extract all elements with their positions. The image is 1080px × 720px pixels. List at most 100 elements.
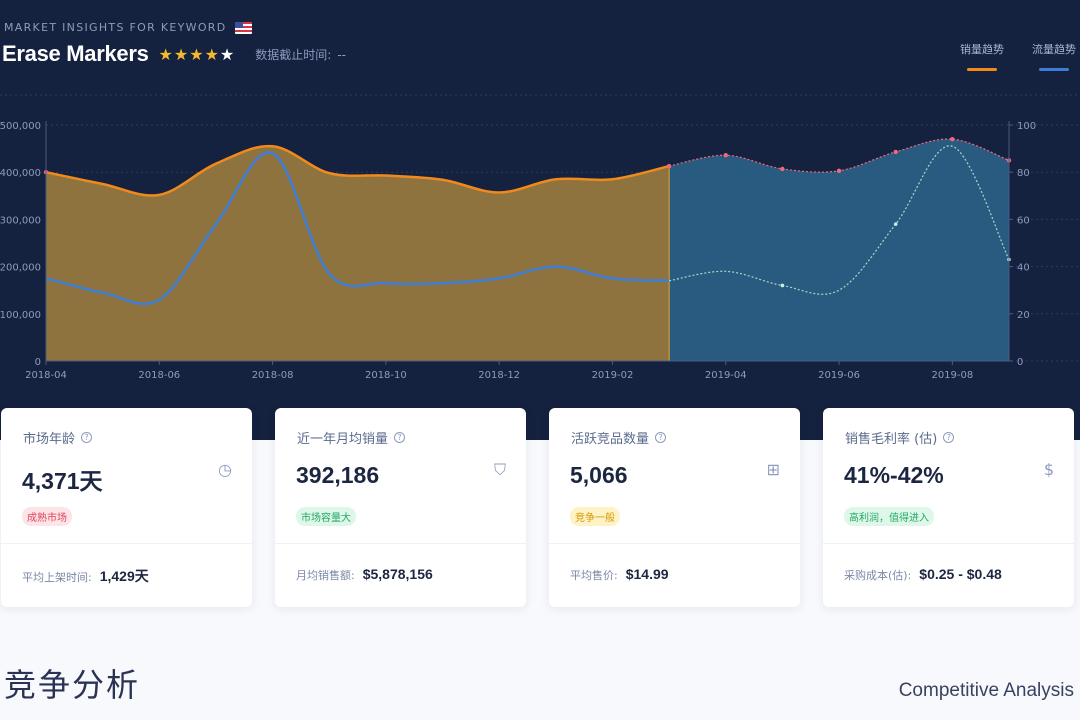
sales-point (780, 166, 785, 172)
star-icon: ★ (189, 44, 205, 64)
card-value: 5,066 (570, 462, 628, 488)
metric-card: 近一年月均销量? ⛉ 392,186 市场容量大月均销售额: $5,878,156 (275, 408, 526, 607)
card-footer: 平均售价: $14.99 (570, 566, 669, 583)
card-footer-value: $5,878,156 (362, 566, 433, 582)
y-left-tick-label: 100,000 (0, 310, 41, 321)
y-left-tick-label: 0 (35, 357, 41, 368)
traffic-point (780, 283, 785, 288)
y-right-tick-label: 0 (1017, 357, 1023, 368)
card-tag: 成熟市场 (22, 507, 72, 526)
sales-point (723, 153, 728, 158)
x-tick-label: 2018-04 (25, 370, 67, 381)
legend-sales-trend[interactable]: 销量趋势 (956, 41, 1008, 71)
rating-stars: ★★★★★ (159, 45, 236, 64)
sales-trend-line (45, 144, 670, 197)
card-label: 活跃竞品数量? (571, 428, 667, 447)
chart-legend: 销量趋势 流量趋势 (956, 41, 1080, 71)
traffic-point (893, 222, 898, 226)
x-tick-label: 2018-12 (478, 370, 520, 381)
y-right-tick-label: 40 (1017, 263, 1030, 274)
card-footer-label: 采购成本(估): (844, 569, 912, 582)
metric-card: 销售毛利率 (估)? $41%-42% 高利润，值得进入采购成本(估): $0.25 … (823, 408, 1074, 607)
star-icon: ★ (219, 44, 236, 64)
sales-point (666, 163, 672, 169)
star-icon: ★ (204, 44, 220, 64)
data-as-of: 数据截止时间: -- (255, 46, 346, 63)
cart-icon: ⛉ (493, 460, 506, 479)
card-footer-value: $0.25 - $0.48 (919, 566, 1002, 582)
y-right-tick-label: 100 (1017, 121, 1036, 132)
card-divider (823, 543, 1074, 544)
forecast-area (669, 139, 1009, 361)
keyword-title: Erase Markers (2, 41, 149, 66)
card-label-text: 活跃竞品数量 (571, 432, 650, 447)
card-divider (549, 543, 800, 544)
section-subtitle: Competitive Analysis (898, 680, 1074, 701)
traffic-trend-line (45, 151, 670, 306)
y-left-tick-label: 300,000 (0, 215, 41, 226)
x-tick-label: 2019-04 (705, 370, 747, 381)
dollar-icon: $ (1043, 460, 1054, 479)
us-flag-icon (234, 21, 252, 34)
section-title: 竞争分析 (4, 666, 141, 704)
clock-icon: ◷ (218, 460, 232, 479)
card-footer: 采购成本(估): $0.25 - $0.48 (844, 566, 1002, 583)
y-left-tick-label: 500,000 (0, 121, 41, 132)
x-tick-label: 2018-10 (365, 370, 407, 381)
title-row: Erase Markers ★★★★★ 数据截止时间: -- (2, 41, 346, 67)
trend-chart: 0 100,000 200,000 300,000 400,000 500,000 0 20 4… (0, 94, 1080, 381)
card-footer-label: 月均销售额: (296, 569, 355, 582)
card-divider (275, 543, 526, 544)
card-value: 4,371天 (22, 468, 103, 494)
grid-icon: ⊞ (766, 460, 780, 479)
card-footer: 月均销售额: $5,878,156 (296, 566, 433, 583)
metric-card: 活跃竞品数量? ⊞ 5,066 竞争一般平均售价: $14.99 (549, 408, 800, 607)
sales-point (836, 168, 842, 173)
help-icon[interactable]: ? (943, 432, 955, 443)
y-right-tick-label: 80 (1017, 168, 1030, 179)
y-right-tick-label: 60 (1017, 215, 1030, 226)
y-left-tick-label: 200,000 (0, 263, 41, 274)
card-footer-value: $14.99 (625, 566, 669, 582)
help-icon[interactable]: ? (655, 432, 667, 443)
sales-point (893, 149, 898, 155)
star-icon: ★ (173, 44, 190, 64)
card-label-text: 市场年龄 (23, 432, 76, 447)
legend-traffic-swatch (1039, 68, 1069, 71)
card-label-text: 销售毛利率 (估) (845, 432, 938, 447)
legend-sales-label: 销量趋势 (960, 43, 1004, 56)
legend-traffic-trend[interactable]: 流量趋势 (1028, 41, 1080, 71)
kicker-text: MARKET INSIGHTS FOR KEYWORD (4, 21, 227, 34)
card-footer-value: 1,429天 (99, 568, 149, 584)
actual-area (46, 146, 670, 361)
card-label: 市场年龄? (23, 428, 93, 447)
card-tag: 市场容量大 (296, 507, 356, 526)
y-left-tick-label: 400,000 (0, 168, 41, 179)
card-divider (1, 543, 252, 544)
card-tag: 高利润，值得进入 (844, 507, 934, 526)
y-right-tick-label: 20 (1017, 310, 1030, 321)
card-tag: 竞争一般 (570, 507, 620, 526)
card-footer: 平均上架时间: 1,429天 (22, 566, 149, 586)
sales-point (950, 136, 955, 142)
star-icon: ★ (158, 44, 174, 64)
x-tick-label: 2018-08 (252, 370, 294, 381)
legend-traffic-label: 流量趋势 (1032, 43, 1076, 56)
traffic-forecast-line (669, 145, 1010, 295)
metric-card: 市场年龄? ◷ 4,371天成熟市场平均上架时间: 1,429天 (1, 408, 252, 607)
card-label: 销售毛利率 (估)? (845, 428, 955, 447)
x-tick-label: 2019-06 (818, 370, 860, 381)
x-tick-label: 2019-02 (592, 370, 634, 381)
card-label: 近一年月均销量? (297, 428, 406, 447)
card-value: 41%-42% (844, 462, 944, 488)
as-of-label: 数据截止时间: (255, 47, 332, 62)
card-label-text: 近一年月均销量 (297, 432, 389, 447)
x-tick-label: 2018-06 (138, 370, 180, 381)
help-icon[interactable]: ? (81, 432, 93, 443)
as-of-value: -- (337, 47, 346, 62)
card-footer-label: 平均上架时间: (22, 571, 92, 584)
card-value: 392,186 (296, 462, 380, 488)
kicker: MARKET INSIGHTS FOR KEYWORD (4, 21, 252, 34)
help-icon[interactable]: ? (394, 432, 406, 443)
x-tick-label: 2019-08 (931, 370, 973, 381)
